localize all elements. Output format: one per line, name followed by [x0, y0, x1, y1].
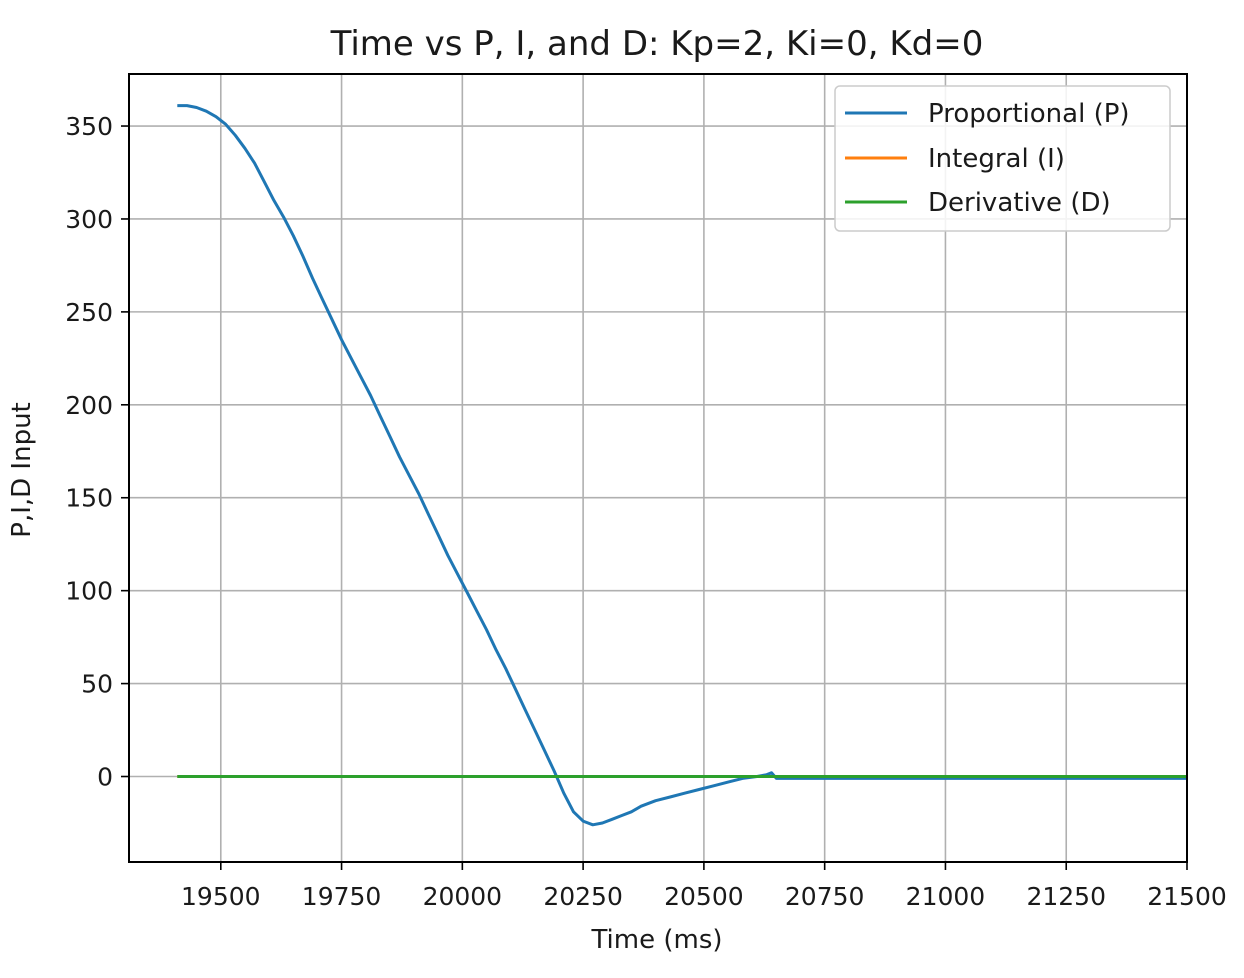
legend-label-i: Integral (I)	[928, 144, 1065, 174]
y-tick-label: 150	[65, 484, 113, 513]
x-tick-label: 20250	[543, 882, 623, 911]
grid-lines	[129, 74, 1188, 862]
chart-title: Time vs P, I, and D: Kp=2, Ki=0, Kd=0	[330, 24, 984, 64]
plot-frame	[128, 73, 1188, 863]
series-lines	[177, 104, 1187, 827]
legend-box	[834, 85, 1171, 232]
y-tick-label: 50	[81, 670, 113, 699]
legend: Proportional (P) Integral (I) Derivative…	[834, 85, 1171, 232]
axis-ticks: 19500 19750 20000 20250 20500 20750 21000 21250…	[65, 112, 1226, 911]
y-tick-label: 200	[65, 391, 113, 420]
y-tick-label: 350	[65, 112, 113, 141]
series-line-proportional	[177, 104, 1187, 827]
x-tick-label: 21250	[1026, 882, 1106, 911]
y-tick-label: 0	[97, 763, 113, 792]
x-tick-label: 20500	[664, 882, 744, 911]
x-tick-label: 20000	[423, 882, 503, 911]
x-tick-label: 21500	[1147, 882, 1227, 911]
x-tick-label: 20750	[785, 882, 865, 911]
y-tick-label: 250	[65, 298, 113, 327]
x-tick-label: 19500	[181, 882, 261, 911]
y-tick-label: 100	[65, 577, 113, 606]
legend-label-d: Derivative (D)	[928, 188, 1111, 218]
legend-label-p: Proportional (P)	[928, 99, 1130, 129]
x-axis-label: Time (ms)	[590, 925, 722, 955]
y-tick-label: 300	[65, 205, 113, 234]
x-tick-label: 19750	[302, 882, 382, 911]
y-axis-label: P,I,D Input	[7, 402, 37, 537]
x-tick-label: 21000	[906, 882, 986, 911]
